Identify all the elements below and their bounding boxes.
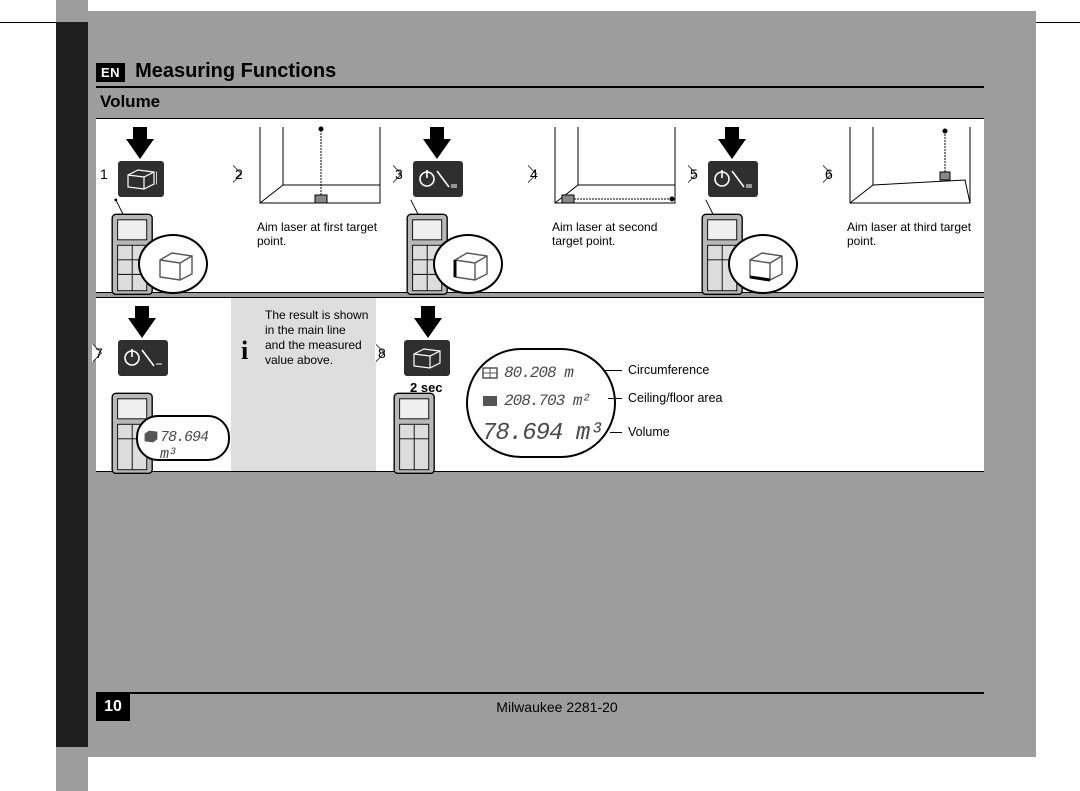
volume-mini-icon — [144, 429, 158, 443]
instruction-text: Aim laser at first target point. — [257, 221, 385, 249]
result-label: Circumference — [628, 363, 709, 377]
step-chevron: 3 — [393, 165, 403, 183]
leader-line — [610, 432, 622, 433]
result-value: 78.694 m³ — [482, 420, 603, 447]
info-icon: i — [241, 336, 248, 366]
language-badge: EN — [96, 63, 125, 82]
device-icon — [386, 377, 446, 477]
room-diagram — [845, 125, 975, 215]
instruction-text: Aim laser at second target point. — [552, 221, 680, 249]
step-3: 3 — [391, 119, 526, 292]
step-2: 2 Aim laser at first target point. — [231, 119, 391, 292]
screen-bubble: 78.694 m³ — [136, 415, 230, 461]
step-4: 4 Aim laser at second target point. — [526, 119, 686, 292]
step-number: 6 — [825, 166, 833, 182]
info-cell: i The result is shown in the main line a… — [231, 298, 376, 471]
room-diagram — [550, 125, 680, 215]
display-value: 78.694 m³ — [160, 429, 228, 463]
step-chevron: 8 — [376, 344, 386, 362]
step-number: 8 — [378, 345, 386, 361]
volume-button-icon — [118, 161, 164, 197]
page-number: 10 — [96, 693, 130, 721]
circumference-icon — [482, 366, 498, 380]
step-chevron: 2 — [233, 165, 243, 183]
screen-bubble — [433, 234, 503, 294]
page: EN Measuring Functions Volume 1 — [0, 0, 1080, 791]
header: EN Measuring Functions — [96, 60, 984, 88]
result-value: 80.208 m — [504, 364, 573, 382]
instruction-text: Aim laser at third target point. — [847, 221, 975, 249]
info-text: The result is shown in the main line and… — [265, 308, 369, 368]
results-bubble: 80.208 m 208.703 m² 78.694 m³ — [466, 348, 616, 458]
step-number: 3 — [395, 166, 403, 182]
step-chevron: 4 — [528, 165, 538, 183]
footer-text: Milwaukee 2281-20 — [130, 699, 984, 715]
instruction-row-1: 1 — [96, 118, 984, 293]
instruction-row-2: 7 — [96, 297, 984, 472]
power-measure-button-icon — [708, 161, 758, 197]
screen-bubble — [138, 234, 208, 294]
content-area: EN Measuring Functions Volume 1 — [96, 60, 984, 720]
step-5: 5 — [686, 119, 821, 292]
volume-button-icon — [404, 340, 450, 376]
down-arrow-icon — [128, 318, 156, 338]
result-label: Volume — [628, 425, 670, 439]
result-value: 208.703 m² — [504, 392, 590, 410]
step-number: 7 — [95, 345, 103, 361]
step-1: 1 — [96, 119, 231, 292]
area-icon — [482, 394, 498, 408]
step-number: 1 — [100, 166, 108, 182]
room-diagram — [255, 125, 385, 215]
page-title: Measuring Functions — [135, 60, 336, 83]
results-area: 80.208 m 208.703 m² 78.694 m³ Circumfere… — [486, 298, 984, 471]
screen-bubble — [728, 234, 798, 294]
step-6: 6 Aim laser at third target point. — [821, 119, 981, 292]
result-label: Ceiling/floor area — [628, 391, 723, 405]
step-number: 4 — [530, 166, 538, 182]
book-spine-inner — [56, 22, 88, 747]
step-number: 5 — [690, 166, 698, 182]
step-number: 2 — [235, 166, 243, 182]
step-chevron: 6 — [823, 165, 833, 183]
leader-line — [604, 370, 622, 371]
page-subtitle: Volume — [100, 92, 984, 112]
down-arrow-icon — [718, 139, 746, 159]
power-measure-button-icon — [413, 161, 463, 197]
down-arrow-icon — [423, 139, 451, 159]
step-7: 7 — [96, 298, 231, 471]
leader-line — [608, 398, 622, 399]
power-measure-button-icon — [118, 340, 168, 376]
step-chevron: 7 — [93, 344, 103, 362]
down-arrow-icon — [414, 318, 442, 338]
footer: 10 Milwaukee 2281-20 — [96, 692, 984, 720]
down-arrow-icon — [126, 139, 154, 159]
step-chevron: 5 — [688, 165, 698, 183]
